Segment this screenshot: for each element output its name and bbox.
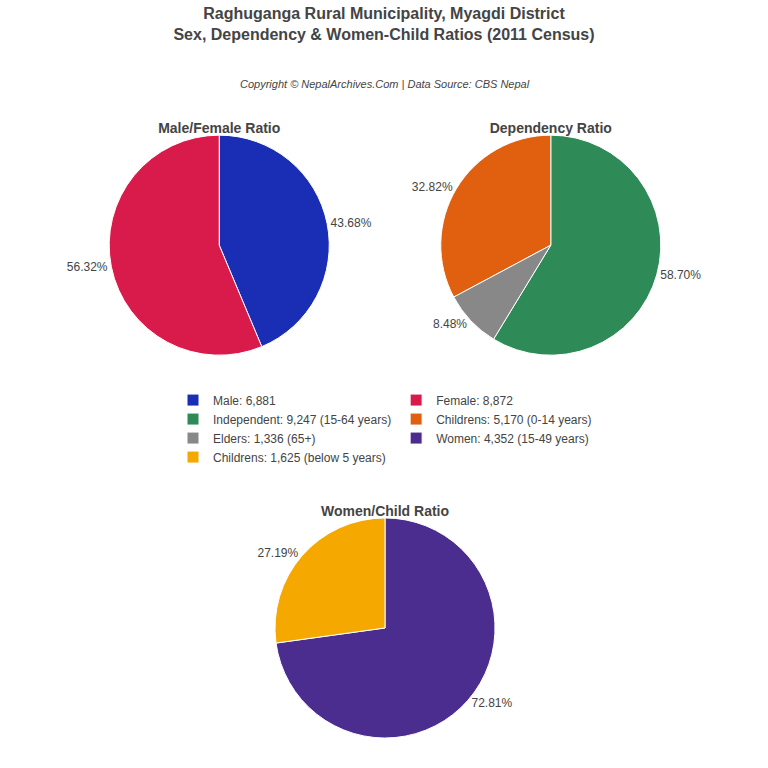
svg-text:72.81%: 72.81% <box>471 696 512 710</box>
svg-text:56.32%: 56.32% <box>67 260 108 274</box>
svg-text:Women: 4,352 (15-49 years): Women: 4,352 (15-49 years) <box>436 432 589 446</box>
svg-text:Childrens: 5,170 (0-14 years): Childrens: 5,170 (0-14 years) <box>436 413 591 427</box>
svg-text:8.48%: 8.48% <box>433 317 467 331</box>
svg-text:58.70%: 58.70% <box>660 268 701 282</box>
svg-text:Childrens: 1,625 (below 5 year: Childrens: 1,625 (below 5 years) <box>213 451 386 465</box>
svg-text:Raghuganga Rural Municipality,: Raghuganga Rural Municipality, Myagdi Di… <box>173 5 594 43</box>
svg-text:Independent: 9,247 (15-64 year: Independent: 9,247 (15-64 years) <box>213 413 391 427</box>
svg-text:Female: 8,872: Female: 8,872 <box>436 394 513 408</box>
svg-text:27.19%: 27.19% <box>258 546 299 560</box>
svg-text:Male/Female Ratio: Male/Female Ratio <box>158 120 280 136</box>
svg-text:Copyright © NepalArchives.Com: Copyright © NepalArchives.Com | Data Sou… <box>240 78 530 90</box>
svg-text:Women/Child Ratio: Women/Child Ratio <box>321 503 449 519</box>
svg-text:43.68%: 43.68% <box>331 216 372 230</box>
svg-text:Dependency Ratio: Dependency Ratio <box>490 120 612 136</box>
svg-text:Male: 6,881: Male: 6,881 <box>213 394 276 408</box>
svg-text:Elders: 1,336 (65+): Elders: 1,336 (65+) <box>213 432 315 446</box>
svg-text:32.82%: 32.82% <box>412 180 453 194</box>
